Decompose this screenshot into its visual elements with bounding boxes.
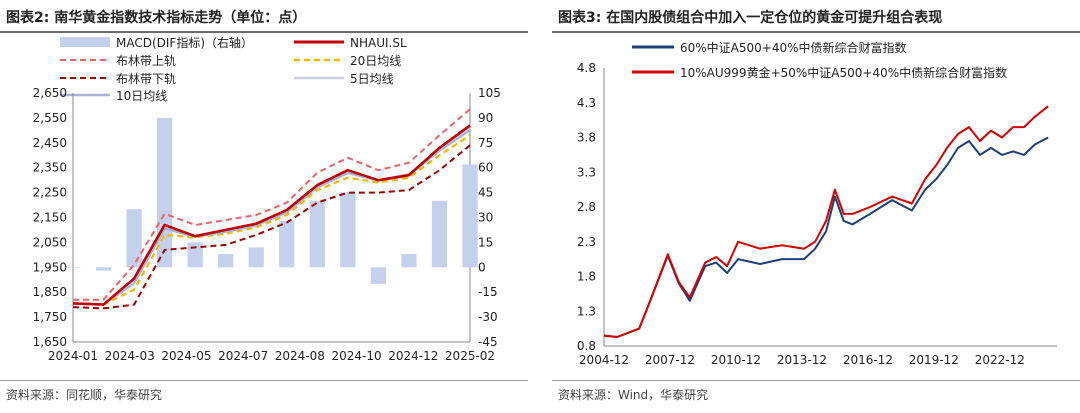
right-ytick-label-3: 2.3 xyxy=(577,235,596,249)
right-axis-tick-label-4: 15 xyxy=(478,235,493,249)
right-chart-svg: 60%中证A500+40%中债新综合财富指数 10%AU999黄金+50%中证A… xyxy=(577,40,1057,367)
right-xtick-label-4: 2016-12 xyxy=(843,353,893,367)
right-source-rule xyxy=(552,380,1080,381)
right-axis-tick-label-6: 45 xyxy=(478,186,493,200)
left-chart-panel: 图表2: 南华黄金指数技术指标走势（单位：点） MACD(DIF指标)（右轴） … xyxy=(0,0,528,413)
legend-label-ma5: 5日均线 xyxy=(350,72,394,86)
right-axis-tick-label-2: -15 xyxy=(478,285,498,299)
right-ytick-label-7: 4.3 xyxy=(577,96,596,110)
legend-label-macd: MACD(DIF指标)（右轴） xyxy=(116,35,253,50)
left-ytick-label-2: 1,850 xyxy=(33,285,67,299)
left-ytick-label-10: 2,650 xyxy=(33,86,67,100)
right-axis-tick-label-5: 30 xyxy=(478,211,493,225)
series-line-boll-lower xyxy=(72,144,471,310)
left-xtick-label-3: 2024-07 xyxy=(218,349,268,363)
left-ytick-label-5: 2,150 xyxy=(33,211,67,225)
series-line-s1 xyxy=(603,136,1049,338)
right-axis-tick-label-9: 90 xyxy=(478,111,493,125)
right-title-rule xyxy=(552,31,1080,33)
right-xtick-label-5: 2019-12 xyxy=(909,353,959,367)
left-source: 资料来源：同花顺，华泰研究 xyxy=(6,388,163,402)
right-xtick-label-2: 2010-12 xyxy=(711,353,761,367)
legend-label-boll-upper: 布林带上轨 xyxy=(116,54,176,68)
right-ytick-label-1: 1.3 xyxy=(577,304,596,318)
legend-swatch-macd xyxy=(60,37,110,47)
macd-bar-0 xyxy=(65,267,81,268)
legend-label-s2: 10%AU999黄金+50%中证A500+40%中债新综合财富指数 xyxy=(680,65,1007,80)
right-ytick-label-2: 1.8 xyxy=(577,270,596,284)
right-legend: 60%中证A500+40%中债新综合财富指数 10%AU999黄金+50%中证A… xyxy=(632,40,1007,80)
right-ytick-label-4: 2.8 xyxy=(577,200,596,214)
macd-bar-9 xyxy=(340,192,356,268)
right-ytick-label-0: 0.8 xyxy=(577,339,596,353)
macd-bar-5 xyxy=(218,254,234,268)
macd-bar-6 xyxy=(248,247,264,268)
right-chart-title: 图表3: 在国内股债组合中加入一定仓位的黄金可提升组合表现 xyxy=(558,10,943,26)
right-chart-panel: 图表3: 在国内股债组合中加入一定仓位的黄金可提升组合表现 60%中证A500+… xyxy=(552,0,1080,413)
right-axis-tick-label-10: 105 xyxy=(478,86,501,100)
left-plot-area: 1,650 1,750 1,850 1,950 2,050 2,150 2,250 2,350… xyxy=(33,86,501,363)
right-axis-tick-label-1: -30 xyxy=(478,310,498,324)
series-line-boll-upper xyxy=(73,108,471,301)
left-chart-svg: MACD(DIF指标)（右轴） NHAUI.SL 布林带上轨 20日均线 布林带… xyxy=(33,35,501,363)
right-xtick-label-0: 2004-12 xyxy=(579,353,629,367)
legend-label-boll-lower: 布林带下轨 xyxy=(116,72,176,86)
left-xtick-label-7: 2025-02 xyxy=(445,349,495,363)
left-ytick-label-3: 1,950 xyxy=(33,260,67,274)
right-axis-tick-label-0: -45 xyxy=(478,335,498,349)
legend-label-nhaui: NHAUI.SL xyxy=(350,36,407,50)
left-source-rule xyxy=(0,380,528,381)
right-axis-tick-label-7: 60 xyxy=(478,161,493,175)
left-xtick-label-1: 2024-03 xyxy=(105,349,155,363)
right-ytick-label-8: 4.8 xyxy=(577,61,596,75)
right-xtick-label-6: 2022-12 xyxy=(975,353,1025,367)
right-source: 资料来源：Wind，华泰研究 xyxy=(558,388,709,402)
macd-bar-11 xyxy=(401,254,417,268)
right-xtick-label-3: 2013-12 xyxy=(777,353,827,367)
macd-bar-1 xyxy=(95,267,112,271)
left-ytick-label-6: 2,250 xyxy=(33,186,67,200)
series-line-ma20 xyxy=(72,134,471,306)
right-xtick-label-1: 2007-12 xyxy=(645,353,695,367)
left-ytick-label-4: 2,050 xyxy=(33,235,67,249)
legend-label-s1: 60%中证A500+40%中债新综合财富指数 xyxy=(680,40,907,55)
right-ytick-label-6: 3.8 xyxy=(577,131,596,145)
macd-bar-7 xyxy=(279,220,295,268)
left-xtick-label-2: 2024-05 xyxy=(161,349,211,363)
left-xtick-label-4: 2024-08 xyxy=(275,349,325,363)
left-ytick-label-9: 2,550 xyxy=(33,111,67,125)
left-ytick-label-1: 1,750 xyxy=(33,310,67,324)
right-axis-tick-label-8: 75 xyxy=(478,136,493,150)
left-legend: MACD(DIF指标)（右轴） NHAUI.SL 布林带上轨 20日均线 布林带… xyxy=(60,35,407,103)
macd-bar-8 xyxy=(309,200,325,268)
left-xtick-label-5: 2024-10 xyxy=(332,349,382,363)
left-xtick-label-6: 2024-12 xyxy=(388,349,438,363)
left-xtick-label-0: 2024-01 xyxy=(48,349,98,363)
series-line-nhaui xyxy=(72,124,471,306)
left-ytick-label-0: 1,650 xyxy=(33,335,67,349)
left-ytick-label-8: 2,450 xyxy=(33,136,67,150)
right-ytick-label-5: 3.3 xyxy=(577,165,596,179)
right-axis-tick-label-3: 0 xyxy=(478,260,486,274)
series-line-s2 xyxy=(603,105,1049,338)
legend-label-ma20: 20日均线 xyxy=(350,54,401,68)
right-plot-area: 0.8 1.3 1.8 2.3 2.8 3.3 3.8 4.3 4.8 2004-12 2007-1… xyxy=(577,61,1057,367)
macd-bar-10 xyxy=(370,267,387,284)
left-chart-title: 图表2: 南华黄金指数技术指标走势（单位：点） xyxy=(6,10,307,26)
macd-bar-13 xyxy=(462,164,478,268)
macd-bar-2 xyxy=(126,209,142,268)
macd-bar-12 xyxy=(431,200,448,268)
left-ytick-label-7: 2,350 xyxy=(33,161,67,175)
left-title-rule xyxy=(0,31,528,33)
legend-label-ma10: 10日均线 xyxy=(116,89,167,103)
